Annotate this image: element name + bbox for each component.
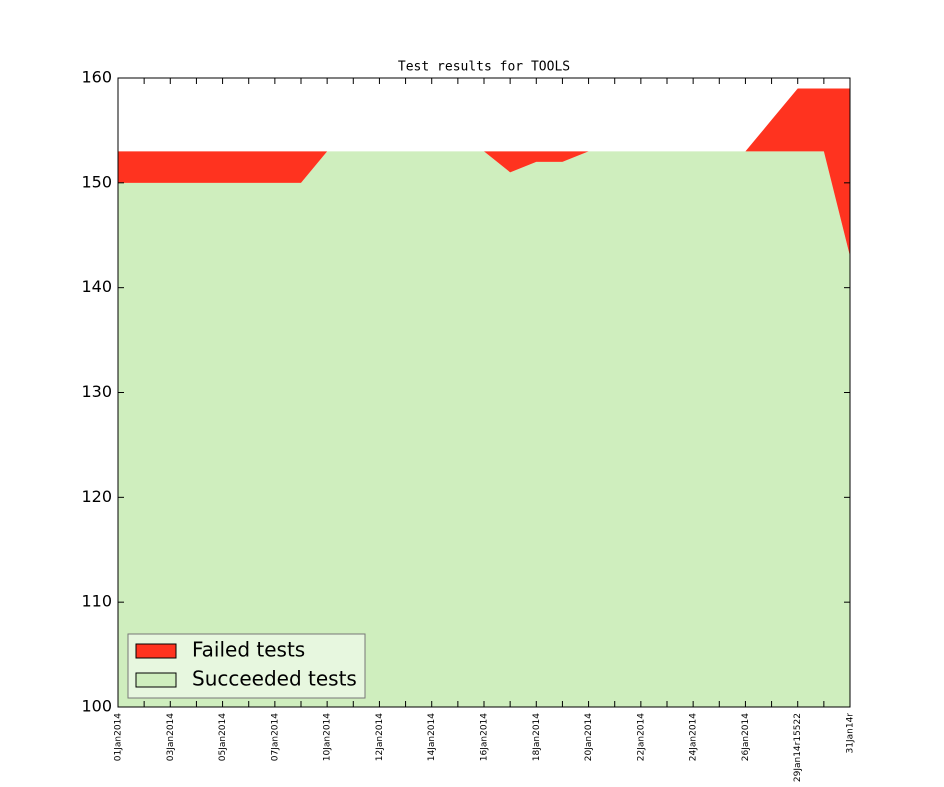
y-tick-label: 140 xyxy=(81,277,112,296)
chart-title: Test results for TOOLS xyxy=(398,60,570,75)
y-tick-label: 120 xyxy=(81,487,112,506)
y-tick-label: 130 xyxy=(81,382,112,401)
x-tick-label: 07Jan2014 xyxy=(270,713,280,762)
x-tick-label: 29Jan14r15522 xyxy=(793,713,803,782)
legend: Failed tests Succeeded tests xyxy=(127,633,366,699)
x-tick-label: 22Jan2014 xyxy=(636,713,646,762)
x-tick-label: 20Jan2014 xyxy=(584,713,594,762)
x-tick-label: 24Jan2014 xyxy=(689,713,699,762)
x-tick-label: 26Jan2014 xyxy=(741,713,751,762)
legend-label: Succeeded tests xyxy=(192,667,357,691)
legend-swatch xyxy=(135,672,177,688)
y-tick-label: 110 xyxy=(81,592,112,611)
area xyxy=(118,151,850,708)
y-tick-label: 150 xyxy=(81,172,112,191)
x-tick-label: 03Jan2014 xyxy=(166,713,176,762)
x-tick-label: 01Jan2014 xyxy=(114,713,124,762)
x-tick-label: 12Jan2014 xyxy=(375,713,385,762)
y-tick-label: 160 xyxy=(81,68,112,87)
x-tick-label: 31Jan14r xyxy=(846,713,856,754)
x-tick-label: 18Jan2014 xyxy=(532,713,542,762)
legend-swatch xyxy=(135,643,177,659)
y-tick-label: 100 xyxy=(81,697,112,716)
x-tick-label: 14Jan2014 xyxy=(427,713,437,762)
area xyxy=(118,88,850,257)
legend-label: Failed tests xyxy=(192,638,305,662)
x-tick-label: 05Jan2014 xyxy=(218,713,228,762)
x-tick-label: 16Jan2014 xyxy=(480,713,490,762)
x-tick-label: 10Jan2014 xyxy=(323,713,333,762)
